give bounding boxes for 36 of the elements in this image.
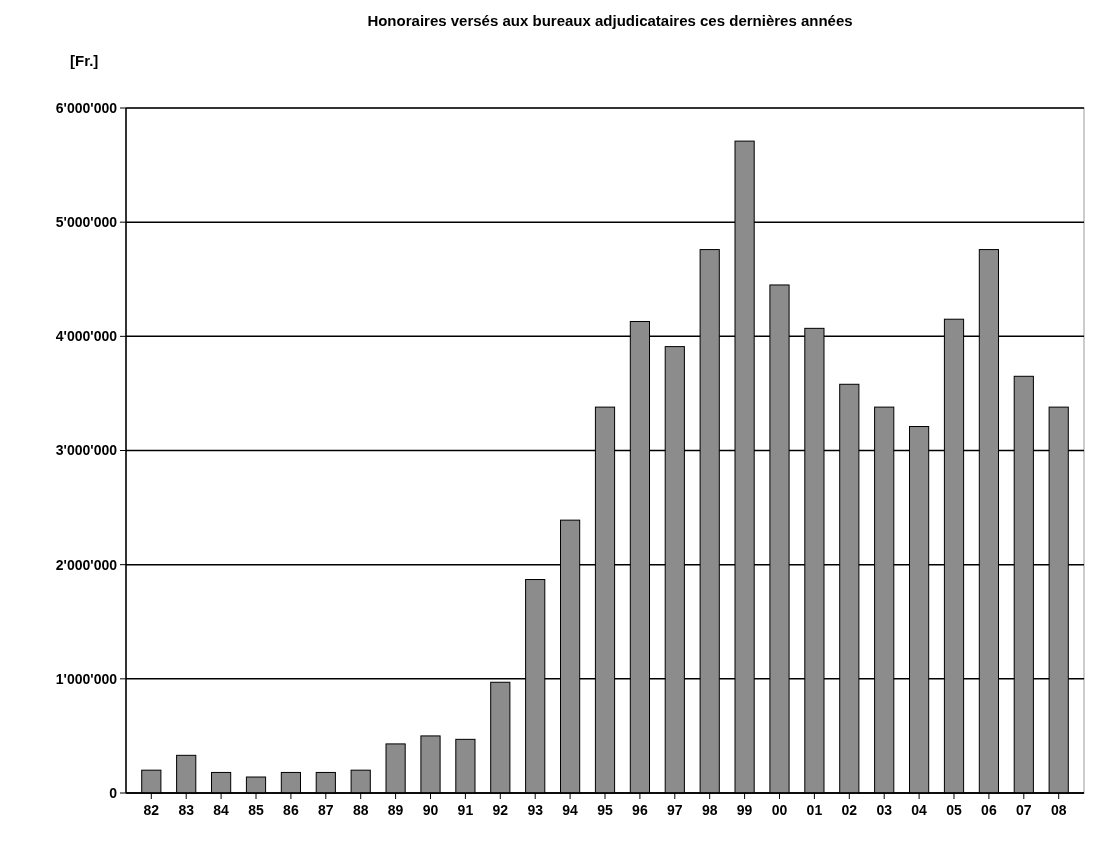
x-tick-label: 08 [1050, 802, 1067, 818]
x-tick-label: 05 [946, 802, 962, 818]
x-tick-label: 06 [981, 802, 997, 818]
y-tick-label: 3'000'000 [55, 442, 118, 459]
x-tick-label: 86 [283, 802, 299, 818]
y-tick-label: 4'000'000 [55, 328, 118, 345]
y-tick-label: 1'000'000 [55, 670, 118, 687]
x-tick-label: 92 [492, 802, 509, 818]
y-axis-title: [Fr.] [70, 52, 99, 69]
x-tick-label: 87 [318, 802, 334, 818]
x-tick-label: 82 [143, 802, 160, 818]
x-tick-label: 95 [597, 802, 613, 818]
x-tick-label: 98 [701, 802, 718, 818]
x-tick-label: 02 [841, 802, 858, 818]
x-tick-label: 84 [213, 802, 230, 818]
y-tick-label: 0 [109, 784, 118, 801]
x-tick-label: 90 [422, 802, 439, 818]
x-tick-label: 07 [1016, 802, 1032, 818]
x-tick-label: 91 [457, 802, 474, 818]
x-tick-label: 00 [771, 802, 788, 818]
x-tick-label: 85 [248, 802, 264, 818]
x-tick-label: 89 [387, 802, 404, 818]
x-tick-label: 03 [876, 802, 893, 818]
x-tick-label: 04 [911, 802, 928, 818]
x-tick-label: 93 [527, 802, 544, 818]
x-tick-label: 96 [632, 802, 648, 818]
x-tick-label: 94 [562, 802, 579, 818]
y-tick-label: 2'000'000 [55, 556, 118, 573]
x-tick-label: 83 [178, 802, 195, 818]
x-tick-label: 99 [736, 802, 753, 818]
y-tick-label: 6'000'000 [55, 99, 118, 116]
chart-title: Honoraires versés aux bureaux adjudicataires ces dernières années [367, 12, 853, 29]
y-tick-label: 5'000'000 [55, 214, 118, 231]
x-tick-label: 01 [806, 802, 823, 818]
x-tick-label: 97 [667, 802, 683, 818]
x-tick-label: 88 [352, 802, 369, 818]
